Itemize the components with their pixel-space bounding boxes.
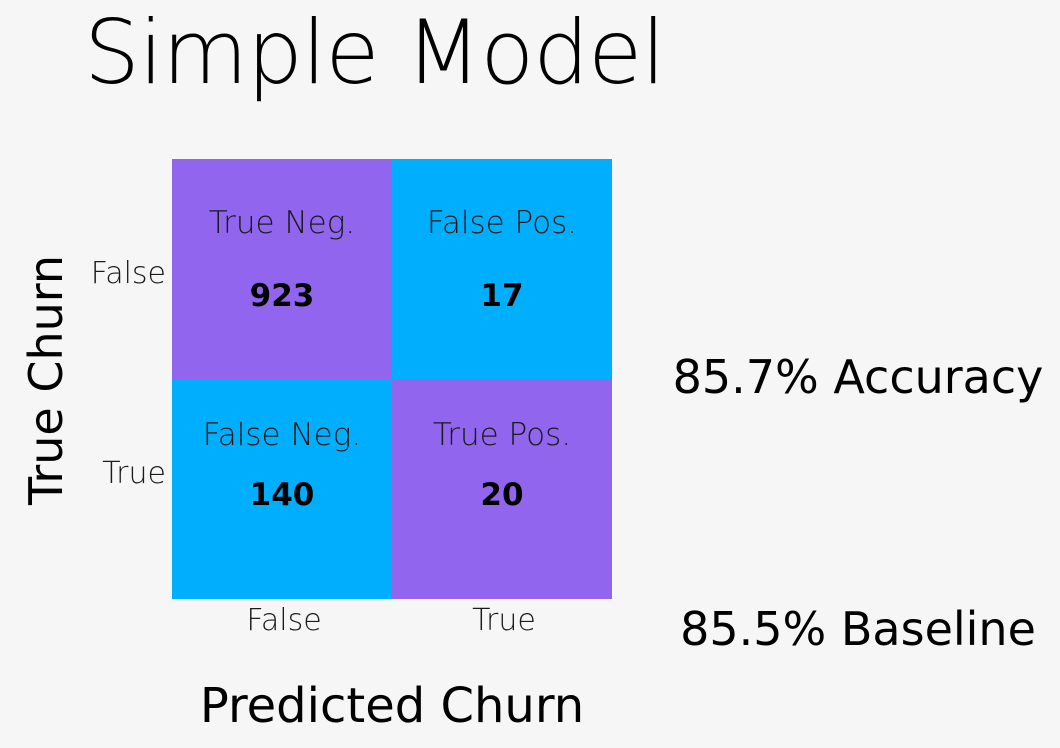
y-tick-false: False: [90, 256, 166, 291]
cell-value: 140: [249, 477, 315, 513]
cell-label: False Neg.: [202, 417, 362, 453]
y-tick-true: True: [102, 456, 166, 491]
cell-true-negative: True Neg. 923: [172, 159, 392, 379]
cell-value: 20: [480, 477, 524, 513]
baseline-annotation: 85.5% Baseline: [680, 602, 1036, 656]
cell-false-positive: False Pos. 17: [392, 159, 612, 379]
cell-value: 17: [480, 278, 524, 314]
x-tick-false: False: [246, 603, 322, 638]
accuracy-annotation: 85.7% Accuracy: [672, 350, 1044, 404]
cell-true-positive: True Pos. 20: [392, 379, 612, 599]
chart-title: Simple Model: [84, 1, 666, 104]
confusion-matrix: True Neg. 923 False Pos. 17 False Neg. 1…: [172, 159, 612, 599]
cell-value: 923: [249, 278, 315, 314]
cell-label: True Pos.: [432, 417, 572, 453]
x-tick-true: True: [472, 603, 536, 638]
cell-false-negative: False Neg. 140: [172, 379, 392, 599]
cell-label: True Neg.: [208, 205, 356, 241]
cell-label: False Pos.: [426, 205, 578, 241]
x-axis-label: Predicted Churn: [199, 678, 585, 734]
